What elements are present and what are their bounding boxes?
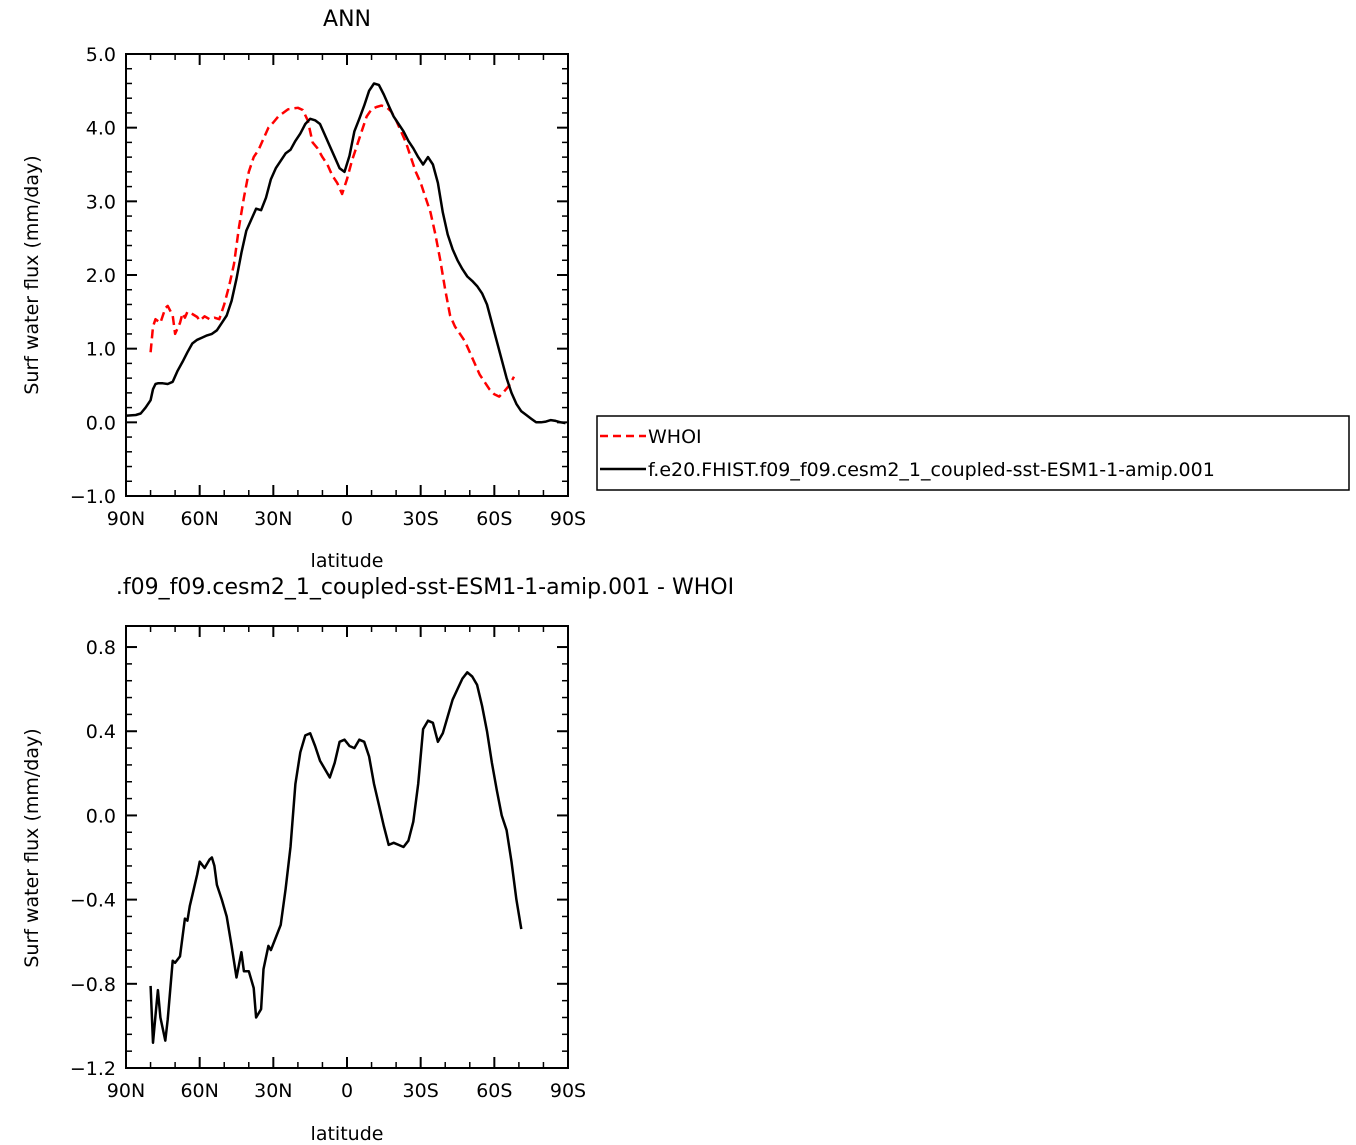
y-tick-label: 0.8 [86,637,116,659]
legend-box [596,415,1350,491]
y-tick-label: −1.0 [70,486,116,508]
top-series-group [125,82,566,425]
series-line-whoi [149,104,516,398]
x-tick-label: 30S [403,508,439,530]
bottom-plot-frame [125,625,569,1069]
x-tick-label: 60N [180,508,218,530]
top-y-axis-label: Surf water flux (mm/day) [21,155,43,394]
y-tick-label: 0.0 [86,412,116,434]
bottom-series-group [149,671,523,1044]
x-tick-label: 90S [550,508,586,530]
x-tick-label: 0 [341,1080,353,1102]
y-tick-label: −0.8 [70,974,116,996]
x-tick-label: 90N [107,508,145,530]
legend-label-whoi: WHOI [648,426,702,448]
y-tick-label: 0.4 [86,721,116,743]
x-tick-label: 60S [476,508,512,530]
x-tick-label: 30N [254,1080,292,1102]
bottom-panel: .f09_f09.cesm2_1_coupled-sst-ESM1-1-amip… [21,575,734,1145]
x-tick-label: 60N [180,1080,218,1102]
top-chart-title: ANN [323,7,371,32]
y-tick-label: −0.4 [70,890,116,912]
top-axis-ticks: 90N 60N 30N 0 30S 60S 90S −1.0 0.0 1.0 2.0 3.0 4.0 5.… [70,44,586,530]
x-tick-label: 60S [476,1080,512,1102]
top-x-axis-label: latitude [311,550,384,572]
y-tick-label: 0.0 [86,805,116,827]
top-panel: ANN latitude Surf water flux (mm/day) 90… [21,7,586,572]
bottom-axis-ticks: 90N 60N 30N 0 30S 60S 90S −1.2 −0.8 −0.4 0.0 0.4 0.8 [70,626,586,1102]
x-tick-label: 90N [107,1080,145,1102]
y-tick-label: 2.0 [86,265,116,287]
x-tick-label: 30N [254,508,292,530]
x-tick-label: 0 [341,508,353,530]
bottom-chart-title: .f09_f09.cesm2_1_coupled-sst-ESM1-1-amip… [116,575,734,600]
y-tick-label: 4.0 [86,118,116,140]
x-tick-label: 30S [403,1080,439,1102]
bottom-x-axis-label: latitude [311,1123,384,1145]
y-tick-label: 1.0 [86,339,116,361]
top-plot-frame [125,53,569,497]
y-tick-label: 5.0 [86,44,116,66]
y-tick-label: 3.0 [86,191,116,213]
x-tick-label: 90S [550,1080,586,1102]
y-tick-label: −1.2 [70,1058,116,1080]
legend: WHOI f.e20.FHIST.f09_f09.cesm2_1_coupled… [596,415,1350,491]
series-line-model-diff [149,671,523,1044]
series-line-model [125,82,566,425]
legend-label-model: f.e20.FHIST.f09_f09.cesm2_1_coupled-sst-… [648,459,1215,481]
bottom-y-axis-label: Surf water flux (mm/day) [21,728,43,967]
